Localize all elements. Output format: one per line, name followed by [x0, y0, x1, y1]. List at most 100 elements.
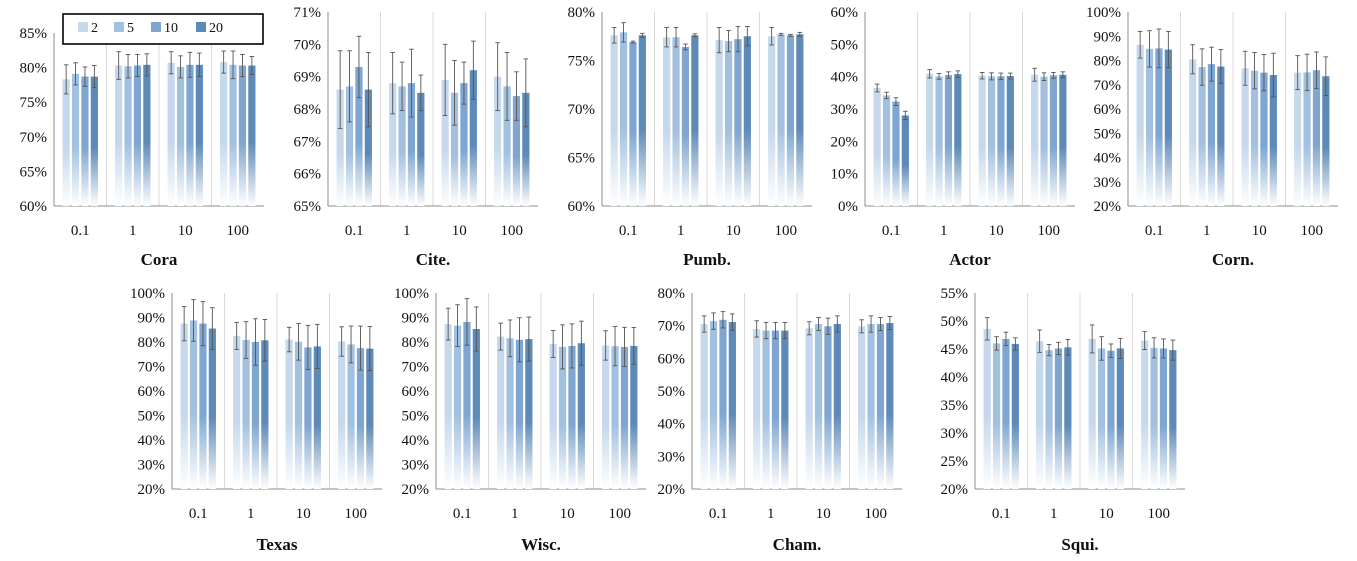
bar-wisc-0-1-s2	[444, 324, 452, 489]
chart-panel-wisc: 20% 30% 40% 50% 60% 70% 80% 90% 100% 0.1 1 10 100 Wis…	[394, 286, 646, 554]
error-bar	[673, 27, 679, 48]
bar-squi-0-1-s5	[992, 343, 1001, 489]
bar-actor-10-s5	[987, 76, 996, 206]
x-tick-label: 0.1	[345, 223, 364, 239]
x-tick-label: 0.1	[619, 223, 638, 239]
error-bar	[1323, 56, 1329, 97]
y-tick-label: 90%	[138, 311, 166, 327]
error-bar	[603, 330, 608, 361]
error-bar	[418, 74, 424, 112]
error-bar	[399, 61, 405, 112]
bar-pumb-100-s2	[768, 36, 776, 206]
x-tick-label: 10	[1099, 506, 1114, 522]
bar-actor-10-s20	[1006, 76, 1014, 207]
error-bar	[550, 330, 556, 358]
bar-texas-0-1-s2	[180, 323, 188, 490]
bar-squi-100-s2	[1141, 340, 1149, 489]
y-tick-label: 50%	[831, 37, 859, 53]
bar-wisc-0-1-s20	[472, 329, 480, 489]
bar-cite-1-s2	[389, 83, 397, 206]
panel-title: Texas	[257, 535, 298, 554]
error-bar	[1271, 52, 1276, 98]
panel-title: Wisc.	[521, 535, 561, 554]
error-bar	[683, 43, 688, 51]
error-bar	[315, 323, 320, 369]
error-bar	[1142, 331, 1147, 351]
bar-actor-1-s20	[954, 74, 962, 206]
bar-pumb-0-1-s20	[638, 35, 646, 206]
bar-cora-1-s20	[143, 64, 151, 206]
error-bar	[569, 323, 575, 369]
error-bar	[63, 64, 69, 95]
bar-cham-0-1-s2	[700, 324, 708, 489]
error-bar	[874, 83, 880, 93]
y-tick-label: 80%	[568, 5, 596, 21]
error-bar	[356, 35, 362, 99]
x-tick-label: 100	[1301, 223, 1324, 239]
chart-panel-cite: 65% 66% 67% 68% 69% 70% 71% 0.1 1 10 100 Cite.	[294, 5, 538, 269]
error-bar	[1060, 71, 1066, 79]
bar-corn-10-s2	[1241, 68, 1249, 206]
error-bar	[455, 304, 460, 347]
panel-title: Cham.	[773, 535, 822, 554]
error-bar	[887, 316, 893, 331]
error-bar	[579, 320, 584, 366]
legend-label: 20	[209, 21, 223, 36]
bar-cham-10-s5	[814, 324, 823, 489]
bar-cora-0-1-s10	[81, 76, 89, 206]
x-tick-label: 10	[726, 223, 741, 239]
panel-title: Squi.	[1061, 535, 1098, 554]
bar-cham-0-1-s20	[728, 322, 736, 489]
y-tick-label: 70%	[1094, 78, 1122, 94]
error-bar	[73, 62, 78, 86]
y-tick-label: 30%	[941, 426, 969, 442]
bar-squi-0-1-s2	[983, 328, 991, 489]
y-tick-label: 70%	[294, 37, 322, 53]
bar-texas-100-s10	[356, 348, 365, 490]
bar-cite-10-s10	[460, 83, 468, 206]
error-bar	[745, 26, 750, 47]
bar-wisc-1-s5	[506, 338, 514, 489]
error-bar	[825, 317, 831, 335]
y-tick-label: 80%	[1094, 54, 1122, 70]
chart-panel-texas: 20% 30% 40% 50% 60% 70% 80% 90% 100% 0.1 1 10 100 Tex…	[130, 286, 382, 554]
error-bar	[1137, 30, 1143, 59]
bar-cora-1-s5	[124, 66, 132, 206]
error-bar	[514, 71, 519, 121]
bar-cham-10-s20	[833, 324, 841, 489]
bar-pumb-0-1-s2	[610, 35, 618, 206]
bar-cite-0-1-s5	[345, 86, 354, 206]
x-tick-label: 10	[452, 223, 467, 239]
bar-texas-1-s2	[233, 335, 241, 490]
error-bar	[788, 33, 793, 37]
bar-cora-100-s10	[238, 65, 247, 207]
bar-cite-100-s10	[512, 96, 521, 206]
bar-corn-0-1-s10	[1155, 48, 1163, 207]
error-bar	[711, 312, 716, 330]
error-bar	[337, 50, 343, 129]
error-bar	[1304, 53, 1310, 92]
y-tick-label: 60%	[138, 384, 166, 400]
x-tick-label: 0.1	[709, 506, 728, 522]
x-tick-label: 0.1	[189, 506, 208, 522]
bar-cite-10-s20	[469, 70, 477, 206]
bar-corn-1-s2	[1189, 59, 1197, 206]
y-tick-label: 70%	[568, 102, 596, 118]
bar-texas-10-s5	[294, 341, 303, 489]
bar-squi-0-1-s20	[1011, 343, 1019, 489]
error-bar	[474, 306, 479, 352]
y-tick-label: 30%	[658, 449, 686, 465]
x-tick-label: 10	[989, 223, 1004, 239]
x-tick-label: 10	[816, 506, 831, 522]
y-tick-label: 50%	[138, 409, 166, 425]
bar-corn-0-1-s5	[1145, 48, 1154, 206]
bar-texas-0-1-s10	[199, 323, 207, 490]
x-tick-label: 1	[940, 223, 948, 239]
error-bar	[621, 22, 626, 43]
y-tick-label: 71%	[294, 5, 322, 21]
bar-wisc-10-s2	[549, 343, 557, 489]
bar-corn-100-s10	[1312, 70, 1321, 206]
bar-texas-1-s5	[242, 340, 250, 489]
bar-texas-0-1-s20	[208, 328, 216, 489]
